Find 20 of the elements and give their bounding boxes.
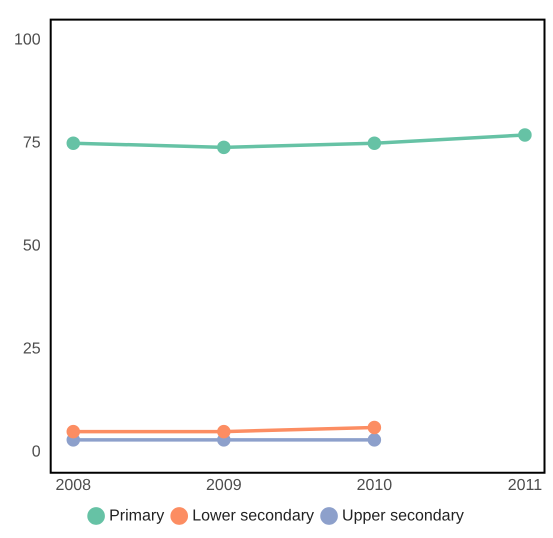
y-tick-label: 100 [14, 32, 41, 49]
point [518, 128, 532, 142]
point [368, 136, 382, 150]
y-tick-label: 25 [22, 340, 41, 358]
point [217, 140, 231, 154]
y-tick-label: 50 [22, 238, 41, 255]
point [66, 136, 80, 150]
legend-label: Primary [109, 507, 164, 524]
point [368, 420, 382, 434]
point [368, 433, 382, 447]
legend-label: Upper secondary [342, 507, 464, 524]
y-tick-label: 75 [22, 134, 41, 152]
x-tick-label: 2008 [55, 476, 92, 494]
legend-label: Lower secondary [192, 507, 314, 524]
x-tick-label: 2011 [508, 476, 542, 494]
point [66, 424, 80, 438]
y-tick-label: 0 [32, 444, 41, 461]
x-tick-label: 2010 [356, 476, 392, 494]
point [217, 424, 231, 438]
x-tick-label: 2009 [206, 476, 242, 494]
